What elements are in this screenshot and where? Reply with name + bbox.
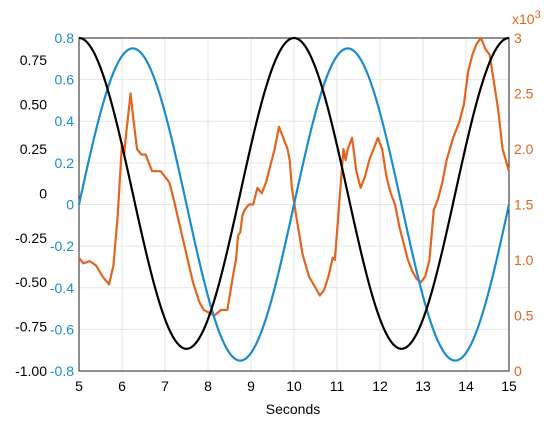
x-tick-label: 6 <box>118 378 126 394</box>
right-axis-multiplier: x103 <box>512 9 541 27</box>
y-tick-label-right: 1.5 <box>514 197 534 213</box>
y-tick-label-inner: 0.2 <box>55 155 75 171</box>
y-tick-label-inner: 0 <box>66 197 74 213</box>
y-tick-label-right: 3 <box>514 30 522 46</box>
y-ticks-right: 3 2.5 2.0 1.5 1.0 0.5 0 <box>514 30 534 379</box>
y-tick-label-right: 2.0 <box>514 141 534 157</box>
series-line-2 <box>78 36 511 317</box>
y-tick-label-inner: -0.8 <box>50 363 74 379</box>
y-tick-label-outer: -0.50 <box>15 274 47 290</box>
y-tick-label-inner: -0.2 <box>50 238 74 254</box>
y-tick-label-right: 0 <box>514 363 522 379</box>
x-tick-label: 15 <box>501 378 517 394</box>
y-tick-label-outer: 0.50 <box>20 97 47 113</box>
x-tick-label: 7 <box>161 378 169 394</box>
x-ticks: 5 6 7 8 9 10 11 12 13 14 15 <box>75 378 517 394</box>
x-tick-label: 13 <box>415 378 431 394</box>
y-tick-label-right: 0.5 <box>514 308 534 324</box>
series-layer <box>77 36 511 362</box>
y-tick-label-inner: 0.6 <box>55 72 75 88</box>
y-ticks-left-inner: 0.8 0.6 0.4 0.2 0 -0.2 -0.4 -0.6 -0.8 <box>50 30 74 379</box>
y-tick-label-outer: -0.25 <box>15 230 47 246</box>
y-tick-label-outer: 0 <box>39 185 47 201</box>
y-ticks-left-outer: 0.75 0.50 0.25 0 -0.25 -0.50 -0.75 -1.00 <box>15 52 47 379</box>
y-tick-label-right: 1.0 <box>514 252 534 268</box>
y-tick-label-outer: 0.75 <box>20 52 47 68</box>
y-tick-label-inner: -0.6 <box>50 321 74 337</box>
x-tick-label: 8 <box>204 378 212 394</box>
y-tick-label-outer: -1.00 <box>15 363 47 379</box>
y-tick-label-inner: 0.4 <box>55 113 75 129</box>
x-tick-label: 10 <box>286 378 302 394</box>
x-tick-label: 5 <box>75 378 83 394</box>
y-tick-label-inner: -0.4 <box>50 280 74 296</box>
series-line-0 <box>77 47 511 362</box>
y-tick-label-outer: 0.25 <box>20 141 47 157</box>
x-tick-label: 9 <box>247 378 255 394</box>
y-tick-label-inner: 0.8 <box>55 30 75 46</box>
y-tick-label-outer: -0.75 <box>15 319 47 335</box>
y-tick-label-right: 2.5 <box>514 86 534 102</box>
x-tick-label: 12 <box>372 378 388 394</box>
x-axis-label: Seconds <box>266 401 320 417</box>
x-tick-label: 11 <box>330 378 345 394</box>
series-line-1 <box>78 36 510 350</box>
x-tick-label: 14 <box>458 378 474 394</box>
